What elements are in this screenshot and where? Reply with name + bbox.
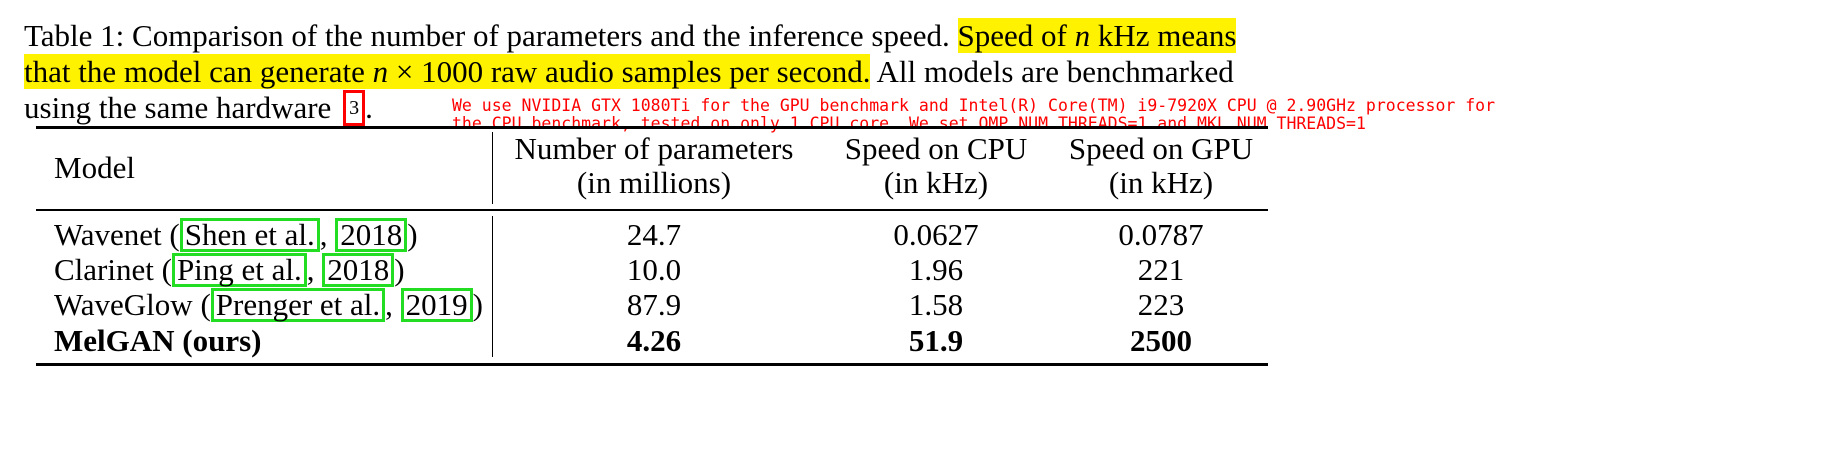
table-cell-gpu: 221 [1137,252,1185,287]
table-cell-params: 87.9 [626,287,682,322]
citation-year-link[interactable]: 2018 [335,218,408,252]
highlight-variable: n [1074,18,1091,53]
highlight-variable: n [372,54,389,89]
footnote-line: We use NVIDIA GTX 1080Ti for the GPU ben… [452,96,1496,115]
caption-highlight: that the model can generate n × 1000 raw… [24,54,871,89]
caption-line-2: that the model can generate n × 1000 raw… [24,54,1824,90]
table-cell-params: 10.0 [626,252,682,287]
header-rule [36,209,1268,211]
header-cpu-unit: (in kHz) [883,165,989,200]
footnote-reference-link[interactable]: 3 [343,90,366,126]
table-cell-cpu: 0.0627 [893,217,979,252]
citation-author-link[interactable]: Prenger et al. [210,288,386,322]
column-separator [492,132,493,204]
model-name: Clarinet [54,252,154,287]
highlight-text: kHz means [1097,18,1237,53]
citation-year-link[interactable]: 2019 [400,288,473,322]
table-cell-cpu: 1.58 [908,287,964,322]
highlight-text: × 1000 raw audio samples per second. [395,54,871,89]
highlight-text: Speed of [957,18,1067,53]
header-model: Model [54,150,135,185]
caption-text: Comparison of the number of parameters a… [132,18,950,53]
caption-text: All models are benchmarked [876,54,1234,89]
table-cell-gpu: 0.0787 [1118,217,1204,252]
caption-text: using the same hardware [24,90,332,125]
table-cell-cpu: 1.96 [908,252,964,287]
header-gpu-speed: Speed on GPU (in kHz) [1051,132,1271,200]
citation-author-link[interactable]: Ping et al. [171,253,307,287]
highlight-text: that the model can generate [24,54,365,89]
citation-year-link[interactable]: 2018 [322,253,395,287]
header-gpu-line: Speed on GPU [1068,131,1254,166]
table-cell-params: 24.7 [626,217,682,252]
bottom-rule [36,363,1268,366]
comparison-table: Model Number of parameters (in millions)… [36,126,1268,366]
caption-label: Table 1: [24,18,125,53]
column-separator [492,216,493,357]
header-params-line: Number of parameters [514,131,794,166]
header-params-unit: (in millions) [576,165,732,200]
table-row-model: Clarinet (Ping et al., 2018) [54,252,405,287]
table-row-model: WaveGlow (Prenger et al., 2019) [54,287,483,322]
caption-line-1: Table 1: Comparison of the number of par… [24,18,1824,54]
header-cpu-speed: Speed on CPU (in kHz) [826,132,1046,200]
table-caption: Table 1: Comparison of the number of par… [24,18,1824,126]
header-params: Number of parameters (in millions) [504,132,804,200]
table-cell-gpu: 223 [1137,287,1185,322]
table-cell-gpu: 2500 [1130,323,1192,358]
caption-line-3: using the same hardware 3. [24,90,1824,126]
table-row-model: MelGAN (ours) [54,323,262,358]
citation-author-link[interactable]: Shen et al. [179,218,320,252]
header-cpu-line: Speed on CPU [844,131,1028,166]
table-cell-params: 4.26 [626,323,682,358]
table-cell-cpu: 51.9 [908,323,964,358]
model-name: Wavenet [54,217,162,252]
top-rule [36,126,1268,129]
header-gpu-unit: (in kHz) [1108,165,1214,200]
caption-highlight: Speed of n kHz means [957,18,1237,53]
model-name: WaveGlow [54,287,193,322]
table-row-model: Wavenet (Shen et al., 2018) [54,217,418,252]
caption-period: . [365,90,373,125]
